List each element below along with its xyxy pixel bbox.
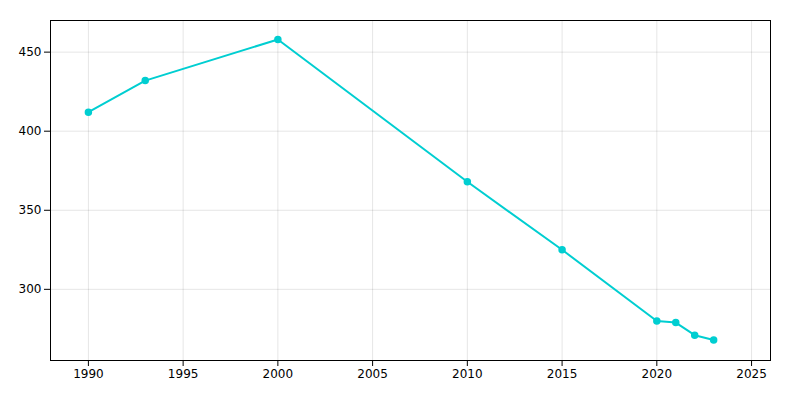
- svg-text:2000: 2000: [263, 367, 294, 381]
- svg-text:1995: 1995: [168, 367, 199, 381]
- svg-text:2010: 2010: [452, 367, 483, 381]
- svg-text:1990: 1990: [73, 367, 104, 381]
- svg-text:400: 400: [19, 124, 42, 138]
- svg-text:300: 300: [19, 282, 42, 296]
- svg-text:450: 450: [19, 45, 42, 59]
- svg-text:2020: 2020: [642, 367, 673, 381]
- svg-text:2005: 2005: [357, 367, 388, 381]
- svg-text:2025: 2025: [736, 367, 767, 381]
- svg-text:350: 350: [19, 203, 42, 217]
- svg-text:2015: 2015: [547, 367, 578, 381]
